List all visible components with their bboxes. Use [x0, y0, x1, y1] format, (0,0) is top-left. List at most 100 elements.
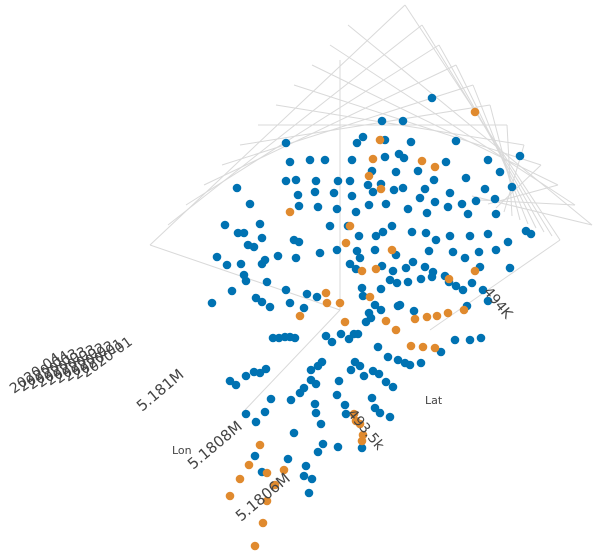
data-point-blue: [408, 257, 418, 267]
data-point-blue: [392, 278, 402, 288]
data-point-orange: [432, 311, 442, 321]
data-point-blue: [422, 208, 432, 218]
data-point-blue: [380, 152, 390, 162]
gridline: [311, 64, 559, 186]
data-point-blue: [266, 394, 276, 404]
data-point-orange: [258, 518, 268, 528]
data-point-blue: [317, 357, 327, 367]
data-point-orange: [430, 343, 440, 353]
data-point-blue: [257, 259, 267, 269]
data-point-blue: [416, 358, 426, 368]
data-point-blue: [321, 331, 331, 341]
data-point-blue: [311, 176, 321, 186]
data-point-orange: [340, 317, 350, 327]
data-point-orange: [470, 266, 480, 276]
data-point-blue: [460, 253, 470, 263]
data-point-blue: [507, 182, 517, 192]
data-point-blue: [285, 298, 295, 308]
data-point-blue: [403, 277, 413, 287]
data-point-blue: [306, 365, 316, 375]
data-point-blue: [232, 183, 242, 193]
data-point-orange: [262, 468, 272, 478]
data-point-blue: [490, 194, 500, 204]
data-point-orange: [443, 308, 453, 318]
data-point-blue: [376, 284, 386, 294]
data-point-orange: [422, 312, 432, 322]
data-point-orange: [371, 264, 381, 274]
data-point-blue: [257, 297, 267, 307]
data-point-blue: [286, 395, 296, 405]
data-point-blue: [427, 93, 437, 103]
x-tick-label: 5.181M: [133, 365, 187, 415]
data-point-blue: [441, 157, 451, 167]
data-point-blue: [334, 376, 344, 386]
data-point-orange: [244, 460, 254, 470]
data-point-blue: [299, 471, 309, 481]
data-point-blue: [341, 409, 351, 419]
data-point-blue: [465, 231, 475, 241]
data-point-blue: [311, 379, 321, 389]
data-point-orange: [321, 288, 331, 298]
data-point-blue: [310, 187, 320, 197]
data-point-blue: [315, 248, 325, 258]
data-point-blue: [291, 253, 301, 263]
data-point-blue: [378, 227, 388, 237]
axis-labels: 5.181M 5.1808M 5.1806M 493.5k 494K Lon L…: [7, 284, 516, 525]
data-point-blue: [381, 377, 391, 387]
data-point-blue: [333, 442, 343, 452]
data-point-blue: [312, 292, 322, 302]
data-point-blue: [352, 246, 362, 256]
data-point-blue: [367, 393, 377, 403]
data-point-orange: [285, 207, 295, 217]
data-point-blue: [345, 176, 355, 186]
data-point-blue: [325, 221, 335, 231]
data-point-blue: [451, 281, 461, 291]
data-point-blue: [294, 201, 304, 211]
data-point-blue: [353, 329, 363, 339]
data-point-blue: [344, 334, 354, 344]
data-point-blue: [313, 447, 323, 457]
data-point-blue: [458, 285, 468, 295]
data-point-orange: [406, 341, 416, 351]
data-point-orange: [335, 298, 345, 308]
data-point-blue: [220, 220, 230, 230]
data-point-blue: [257, 233, 267, 243]
data-point-blue: [387, 221, 397, 231]
data-point-blue: [311, 408, 321, 418]
data-point-blue: [398, 183, 408, 193]
data-point-orange: [391, 325, 401, 335]
data-point-orange: [279, 465, 289, 475]
data-point-blue: [467, 278, 477, 288]
data-point-blue: [420, 184, 430, 194]
data-point-blue: [370, 245, 380, 255]
y-axis-title: Lat: [425, 394, 443, 407]
data-point-blue: [283, 454, 293, 464]
data-point-blue: [381, 199, 391, 209]
data-point-blue: [371, 231, 381, 241]
data-point-blue: [289, 428, 299, 438]
data-point-blue: [430, 197, 440, 207]
data-point-blue: [424, 246, 434, 256]
data-point-blue: [233, 228, 243, 238]
data-point-blue: [316, 419, 326, 429]
data-point-blue: [299, 303, 309, 313]
gridline: [455, 64, 537, 229]
data-point-blue: [332, 204, 342, 214]
data-point-orange: [381, 316, 391, 326]
data-point-blue: [376, 305, 386, 315]
data-point-blue: [377, 116, 387, 126]
data-point-blue: [406, 137, 416, 147]
data-point-blue: [429, 175, 439, 185]
data-point-blue: [273, 251, 283, 261]
data-point-blue: [471, 196, 481, 206]
data-point-blue: [359, 371, 369, 381]
data-point-blue: [401, 263, 411, 273]
data-point-orange: [365, 292, 375, 302]
data-point-blue: [388, 266, 398, 276]
data-point-blue: [302, 289, 312, 299]
data-point-blue: [345, 259, 355, 269]
data-point-blue: [281, 285, 291, 295]
data-point-blue: [265, 302, 275, 312]
